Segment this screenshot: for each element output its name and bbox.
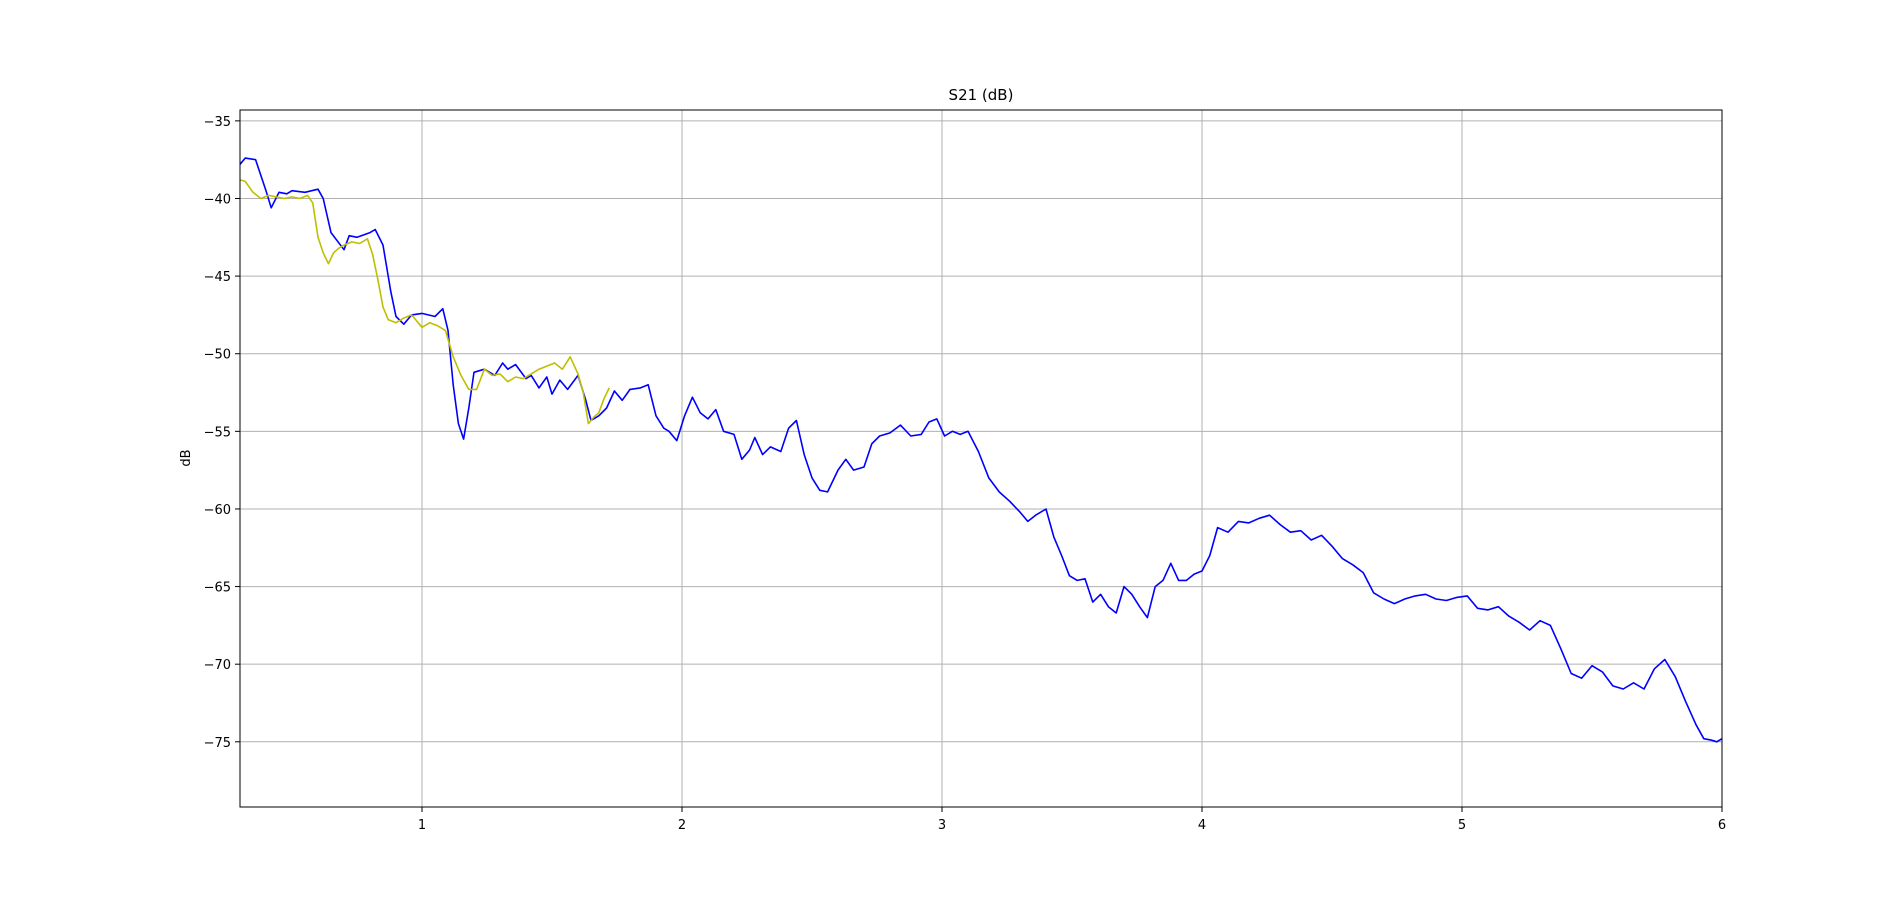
y-tick-label: −45: [204, 270, 231, 285]
y-tick-label: −60: [204, 503, 231, 518]
series-line-2: [239, 179, 610, 425]
x-tick-label: 3: [938, 818, 946, 833]
y-tick-label: −75: [204, 736, 231, 751]
x-tick-label: 1: [418, 818, 426, 833]
y-tick-label: −70: [204, 658, 231, 673]
y-axis-label: dB: [179, 449, 194, 466]
series-layer: [239, 157, 1723, 743]
y-tick-label: −65: [204, 581, 231, 596]
chart-title: S21 (dB): [949, 86, 1014, 104]
y-tick-label: −55: [204, 425, 231, 440]
x-tick-label: 2: [678, 818, 686, 833]
y-tick-label: −40: [204, 192, 231, 207]
y-tick-label: −35: [204, 115, 231, 130]
y-tick-label: −50: [204, 348, 231, 363]
ticks: 1 2 3 4 5 6 −35 −40 −45 −50 −55 −60 −65 −70 −75: [204, 115, 1727, 833]
x-tick-label: 4: [1198, 818, 1206, 833]
x-tick-label: 5: [1458, 818, 1466, 833]
x-tick-label: 6: [1718, 818, 1726, 833]
axes-frame: [239, 109, 1723, 808]
series-line-1: [239, 157, 1723, 743]
